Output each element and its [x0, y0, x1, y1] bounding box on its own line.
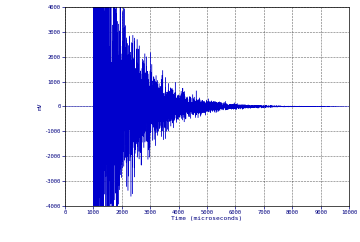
X-axis label: Time (microseconds): Time (microseconds) [171, 216, 243, 221]
Y-axis label: mV: mV [38, 103, 43, 110]
